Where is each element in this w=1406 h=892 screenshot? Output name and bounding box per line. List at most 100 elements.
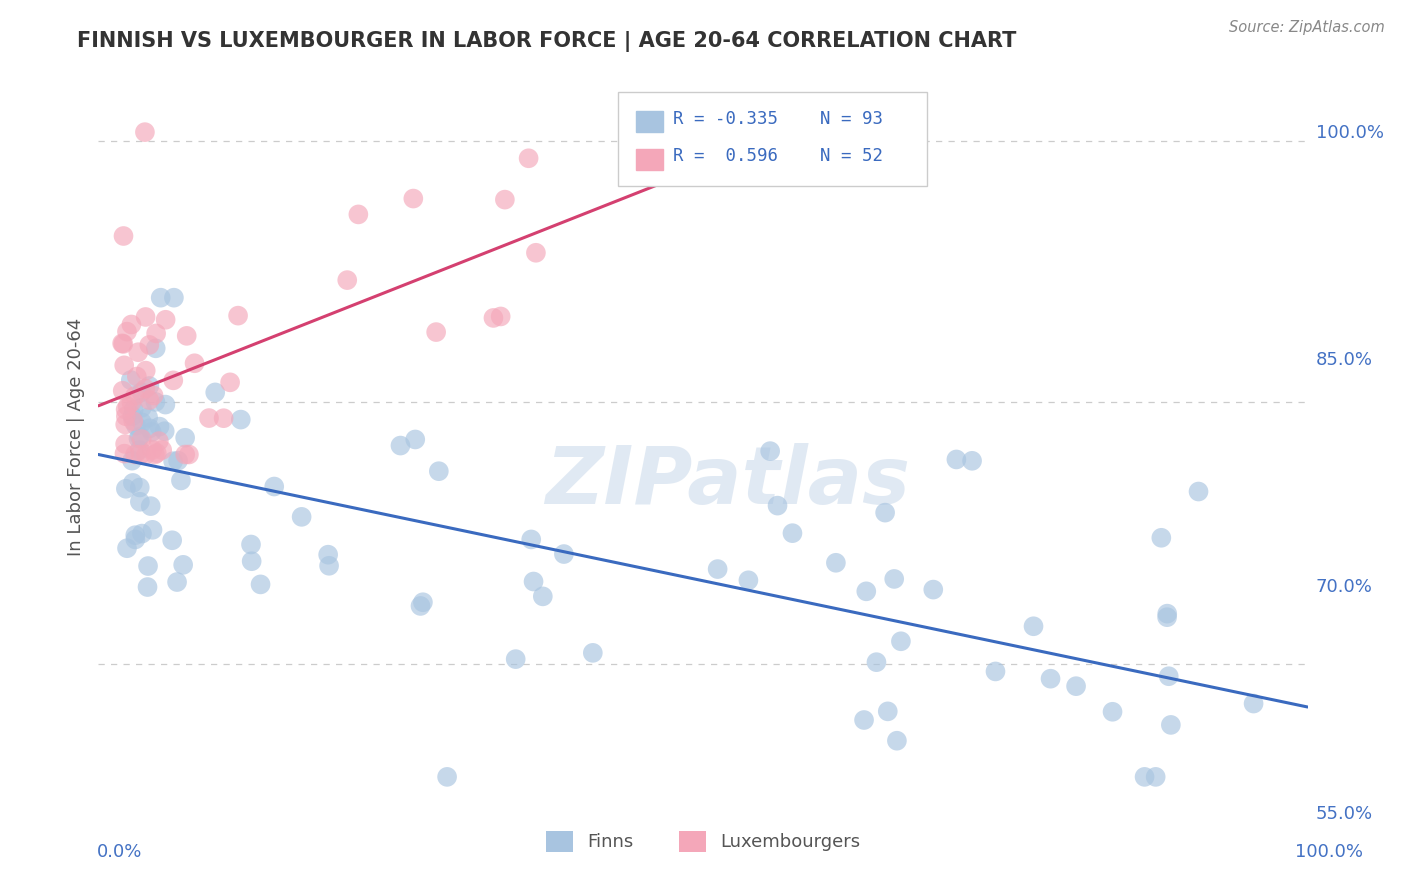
Point: [153, 424, 176, 438]
Point: [853, 713, 876, 727]
FancyBboxPatch shape: [619, 93, 927, 186]
Point: [114, 417, 136, 432]
Point: [347, 207, 370, 221]
Point: [141, 425, 163, 439]
Point: [1101, 705, 1123, 719]
Point: [1243, 697, 1265, 711]
Point: [114, 437, 136, 451]
Point: [759, 444, 782, 458]
Point: [125, 369, 148, 384]
Point: [240, 537, 263, 551]
Point: [945, 452, 967, 467]
Point: [138, 338, 160, 352]
Point: [114, 402, 136, 417]
Text: R =  0.596    N = 52: R = 0.596 N = 52: [672, 147, 883, 165]
Point: [120, 318, 142, 332]
Point: [183, 356, 205, 370]
Point: [402, 192, 425, 206]
Text: 100.0%: 100.0%: [1295, 843, 1362, 861]
Point: [1064, 679, 1087, 693]
Point: [412, 595, 434, 609]
Point: [124, 448, 146, 462]
Point: [1156, 610, 1178, 624]
Point: [166, 575, 188, 590]
Point: [531, 590, 554, 604]
Point: [121, 453, 143, 467]
Point: [160, 533, 183, 548]
Point: [177, 448, 200, 462]
Point: [114, 447, 136, 461]
Point: [482, 310, 505, 325]
Point: [1150, 531, 1173, 545]
Point: [122, 402, 145, 417]
Point: [766, 499, 789, 513]
Point: [111, 384, 134, 398]
Point: [139, 499, 162, 513]
Point: [316, 548, 339, 562]
Point: [1160, 718, 1182, 732]
Point: [120, 395, 142, 409]
Point: [148, 419, 170, 434]
Point: [131, 416, 153, 430]
Y-axis label: In Labor Force | Age 20-64: In Labor Force | Age 20-64: [66, 318, 84, 557]
Point: [143, 448, 166, 462]
Point: [886, 733, 908, 747]
Point: [145, 326, 167, 341]
Bar: [637, 112, 664, 132]
Text: 0.0%: 0.0%: [97, 843, 142, 861]
Point: [425, 325, 447, 339]
Point: [115, 541, 138, 556]
Point: [124, 389, 146, 403]
Text: FINNISH VS LUXEMBOURGER IN LABOR FORCE | AGE 20-64 CORRELATION CHART: FINNISH VS LUXEMBOURGER IN LABOR FORCE |…: [77, 31, 1017, 53]
Point: [124, 528, 146, 542]
Point: [825, 556, 848, 570]
Point: [122, 475, 145, 490]
Point: [984, 665, 1007, 679]
Point: [167, 453, 190, 467]
Point: [134, 382, 156, 396]
Point: [249, 577, 271, 591]
Point: [505, 652, 527, 666]
Point: [176, 329, 198, 343]
Point: [149, 291, 172, 305]
Point: [229, 412, 252, 426]
Point: [522, 574, 544, 589]
Point: [135, 310, 157, 324]
Point: [226, 309, 249, 323]
Text: R = -0.335    N = 93: R = -0.335 N = 93: [672, 110, 883, 128]
Point: [145, 395, 167, 409]
Point: [150, 442, 173, 457]
Point: [876, 704, 898, 718]
Point: [128, 429, 150, 443]
Point: [1022, 619, 1045, 633]
Point: [1156, 607, 1178, 621]
Point: [318, 558, 340, 573]
Point: [162, 454, 184, 468]
Point: [125, 418, 148, 433]
Point: [524, 245, 547, 260]
Point: [960, 454, 983, 468]
Point: [553, 547, 575, 561]
Point: [263, 479, 285, 493]
Point: [127, 345, 149, 359]
Point: [520, 533, 543, 547]
Point: [120, 373, 142, 387]
Point: [128, 495, 150, 509]
Point: [170, 474, 193, 488]
Point: [128, 442, 150, 457]
Point: [737, 574, 759, 588]
Point: [145, 341, 167, 355]
Point: [115, 409, 138, 424]
Point: [240, 554, 263, 568]
Point: [138, 421, 160, 435]
Point: [436, 770, 458, 784]
Point: [155, 312, 177, 326]
Point: [174, 448, 197, 462]
Point: [134, 125, 156, 139]
Point: [162, 373, 184, 387]
Point: [1157, 669, 1180, 683]
Point: [131, 526, 153, 541]
Point: [336, 273, 359, 287]
Point: [141, 523, 163, 537]
Point: [127, 432, 149, 446]
